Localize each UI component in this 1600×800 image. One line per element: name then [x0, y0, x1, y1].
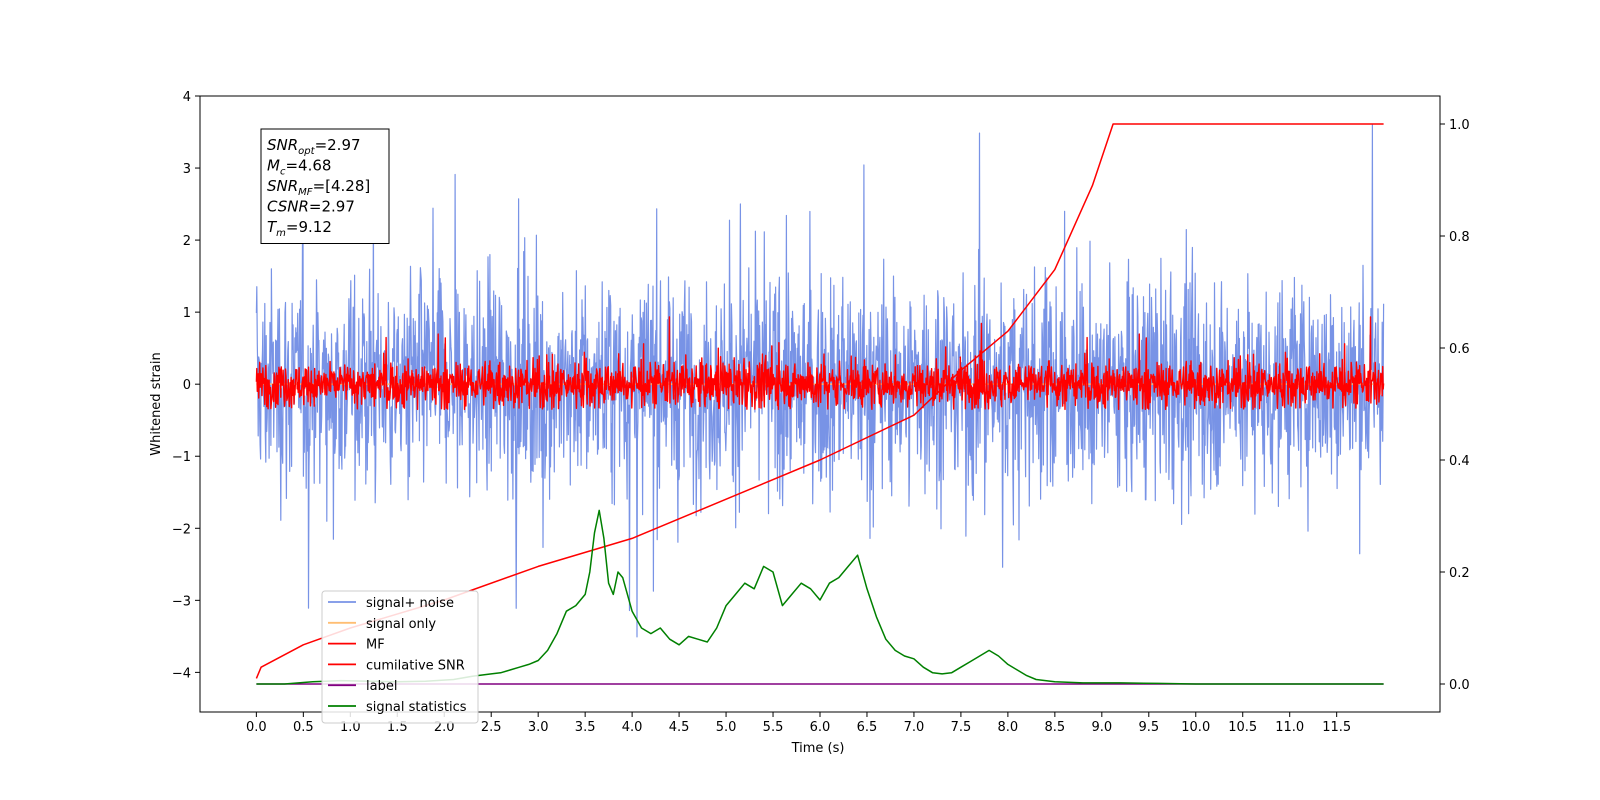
x-tick-label: 0.5 — [293, 720, 314, 735]
x-tick-label: 10.5 — [1228, 720, 1257, 735]
x-tick-label: 6.0 — [810, 720, 831, 735]
y-tick-label: −1 — [172, 450, 191, 465]
annotation-frame — [260, 128, 390, 244]
y-tick-label: 3 — [183, 162, 191, 177]
series-mf — [255, 316, 1385, 411]
x-tick-label: 6.5 — [857, 720, 878, 735]
y2-tick-label: 0.6 — [1449, 342, 1470, 357]
y-axis-left: 4 3 2 1 0 −1 −2 −3 −4 — [172, 90, 200, 681]
x-axis-label: Time (s) — [791, 741, 845, 756]
x-tick-label: 4.5 — [669, 720, 690, 735]
y-tick-label: 0 — [183, 378, 191, 393]
x-tick-label: 8.0 — [998, 720, 1019, 735]
x-tick-label: 11.5 — [1322, 720, 1351, 735]
x-tick-label: 11.0 — [1275, 720, 1304, 735]
y-tick-label: 2 — [183, 234, 191, 249]
x-tick-label: 1.5 — [387, 720, 408, 735]
legend-entry: label — [366, 679, 397, 694]
x-tick-label: 3.5 — [575, 720, 596, 735]
y2-tick-label: 0.8 — [1449, 230, 1470, 245]
x-axis: 0.0 0.5 1.0 1.5 2.0 2.5 3.0 3.5 4.0 4.5 5.0 5.5 6.0 6… — [246, 712, 1351, 735]
x-tick-label: 10.0 — [1181, 720, 1210, 735]
x-tick-label: 7.0 — [904, 720, 925, 735]
annotation-line: SNRMF=[4.28] — [267, 177, 370, 198]
y2-tick-label: 1.0 — [1449, 118, 1470, 133]
x-tick-label: 3.0 — [528, 720, 549, 735]
y-tick-label: −3 — [172, 594, 191, 609]
y-tick-label: 1 — [183, 306, 191, 321]
x-tick-label: 4.0 — [622, 720, 643, 735]
x-tick-label: 5.5 — [763, 720, 784, 735]
series-signal-statistics — [256, 509, 1384, 685]
y-axis-right: 1.0 0.8 0.6 0.4 0.2 0.0 — [1440, 118, 1470, 693]
legend: signal+ noise signal only MF cumilative SNR… — [321, 590, 479, 724]
annotation-line: Tm=9.12 — [267, 218, 332, 239]
annotation-line: CSNR=2.97 — [267, 198, 355, 216]
y-tick-label: 4 — [183, 90, 191, 105]
x-tick-label: 5.0 — [716, 720, 737, 735]
legend-frame — [321, 590, 479, 724]
x-tick-label: 7.5 — [951, 720, 972, 735]
legend-entry: signal+ noise — [366, 596, 454, 611]
legend-entry: MF — [366, 638, 385, 653]
y-tick-label: −2 — [172, 522, 191, 537]
x-tick-label: 9.0 — [1091, 720, 1112, 735]
y2-tick-label: 0.2 — [1449, 566, 1470, 581]
legend-entry: signal only — [366, 617, 436, 632]
y-tick-label: −4 — [172, 666, 191, 681]
y2-tick-label: 0.0 — [1449, 678, 1470, 693]
x-tick-label: 9.5 — [1138, 720, 1159, 735]
x-tick-label: 2.5 — [481, 720, 502, 735]
y2-tick-label: 0.4 — [1449, 454, 1470, 469]
x-tick-label: 0.0 — [246, 720, 267, 735]
annotation-line: Mc=4.68 — [267, 157, 331, 178]
legend-entry: cumilative SNR — [366, 658, 465, 673]
x-tick-label: 2.0 — [434, 720, 455, 735]
legend-entry: signal statistics — [366, 700, 467, 715]
annotation-line: SNRopt=2.97 — [267, 136, 361, 157]
x-tick-label: 1.0 — [340, 720, 361, 735]
y-axis-label: Whitened strain — [149, 352, 164, 455]
x-tick-label: 8.5 — [1045, 720, 1066, 735]
